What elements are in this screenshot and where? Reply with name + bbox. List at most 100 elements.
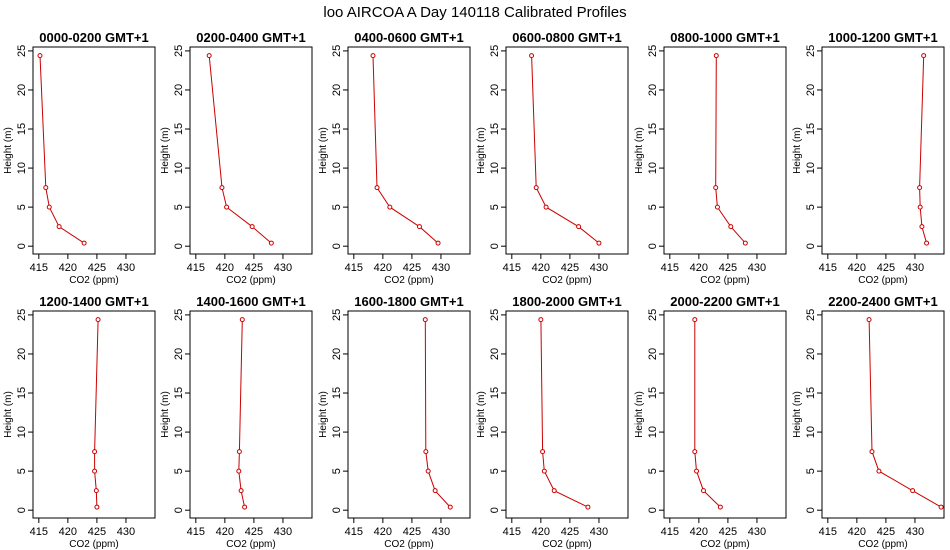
- profile-line: [372, 55, 439, 244]
- y-tick-label: 20: [805, 84, 817, 96]
- y-tick-label: 15: [805, 123, 817, 135]
- data-point: [43, 185, 49, 191]
- panel-10: 1800-2000 GMT+1 415 420 425 430 0 5 10 15 20 25 CO2…: [476, 294, 629, 550]
- y-tick-label: 15: [173, 387, 185, 399]
- y-tick-label: 5: [16, 468, 28, 474]
- x-tick-label: 430: [748, 526, 766, 538]
- panel-title: 1400-1600 GMT+1: [196, 294, 305, 309]
- data-point: [46, 204, 52, 210]
- data-point: [917, 204, 923, 210]
- data-point: [701, 488, 707, 494]
- y-tick-label: 0: [647, 243, 659, 249]
- figure-title: loo AIRCOA A Day 140118 Calibrated Profi…: [323, 4, 626, 21]
- x-axis-label: CO2 (ppm): [542, 275, 591, 286]
- y-tick-label: 20: [489, 348, 501, 360]
- data-point: [93, 488, 99, 494]
- y-tick-label: 5: [173, 204, 185, 210]
- y-tick-label: 10: [331, 162, 343, 174]
- profile-line: [208, 55, 272, 244]
- y-tick-label: 0: [331, 243, 343, 249]
- y-tick-label: 20: [331, 348, 343, 360]
- y-tick-label: 20: [489, 84, 501, 96]
- y-tick-label: 10: [16, 426, 28, 438]
- data-point: [585, 504, 591, 510]
- y-tick-label: 0: [16, 243, 28, 249]
- profile-line: [39, 55, 85, 244]
- y-tick-label: 25: [489, 45, 501, 57]
- plot-frame: [189, 46, 313, 255]
- data-point: [692, 449, 698, 455]
- x-tick-label: 415: [345, 526, 363, 538]
- profile-line: [868, 319, 942, 508]
- x-tick-label: 430: [274, 526, 292, 538]
- x-axis-label: CO2 (ppm): [700, 275, 749, 286]
- y-tick-label: 20: [16, 348, 28, 360]
- panel-title: 1800-2000 GMT+1: [512, 294, 621, 309]
- x-axis-label: CO2 (ppm): [858, 275, 907, 286]
- y-tick-label: 25: [805, 45, 817, 57]
- data-point: [236, 449, 242, 455]
- panel-grid: 0000-0200 GMT+1 415 420 425 430 0 5 10 15 20 25 CO2…: [3, 30, 945, 550]
- x-tick-label: 420: [216, 526, 234, 538]
- x-tick-label: 420: [59, 262, 77, 274]
- y-tick-label: 15: [16, 123, 28, 135]
- data-point: [866, 317, 872, 323]
- data-point: [919, 224, 925, 230]
- y-tick-label: 25: [489, 309, 501, 321]
- y-tick-label: 15: [647, 387, 659, 399]
- data-point: [416, 224, 422, 230]
- y-tick-label: 5: [647, 204, 659, 210]
- data-point: [423, 449, 429, 455]
- x-tick-label: 415: [30, 262, 48, 274]
- data-point: [924, 240, 930, 246]
- data-point: [596, 240, 602, 246]
- profile-line: [531, 55, 600, 244]
- data-point: [529, 53, 535, 59]
- x-tick-label: 425: [561, 526, 579, 538]
- plot-frame: [189, 310, 313, 519]
- data-point: [543, 204, 549, 210]
- y-tick-label: 15: [647, 123, 659, 135]
- data-point: [249, 224, 255, 230]
- x-axis-label: CO2 (ppm): [69, 539, 118, 550]
- profile-line: [238, 319, 246, 508]
- x-axis-label: CO2 (ppm): [69, 275, 118, 286]
- data-point: [37, 53, 43, 59]
- data-point: [713, 185, 719, 191]
- data-point: [713, 53, 719, 59]
- x-axis-label: CO2 (ppm): [226, 275, 275, 286]
- x-tick-label: 415: [503, 526, 521, 538]
- x-axis-label: CO2 (ppm): [542, 539, 591, 550]
- x-tick-label: 430: [590, 526, 608, 538]
- y-axis-label: Height (m): [160, 391, 171, 438]
- x-tick-label: 420: [532, 262, 550, 274]
- plot-frame: [663, 46, 787, 255]
- data-point: [238, 488, 244, 494]
- x-axis-label: CO2 (ppm): [858, 539, 907, 550]
- y-tick-label: 15: [489, 123, 501, 135]
- y-tick-label: 25: [16, 309, 28, 321]
- data-point: [370, 53, 376, 59]
- y-tick-label: 10: [805, 426, 817, 438]
- data-point: [714, 204, 720, 210]
- data-point: [869, 449, 875, 455]
- plot-frame: [32, 310, 156, 519]
- y-tick-label: 25: [331, 309, 343, 321]
- y-tick-label: 20: [16, 84, 28, 96]
- plot-frame: [505, 310, 629, 519]
- x-axis-label: CO2 (ppm): [226, 539, 275, 550]
- panel-3: 0400-0600 GMT+1 415 420 425 430 0 5 10 15 20 25 CO2…: [318, 30, 471, 286]
- y-tick-label: 25: [647, 309, 659, 321]
- panel-title: 1200-1400 GMT+1: [39, 294, 148, 309]
- panel-6: 1000-1200 GMT+1 415 420 425 430 0 5 10 15 20 25 CO2…: [792, 30, 945, 286]
- x-tick-label: 425: [245, 262, 263, 274]
- data-point: [876, 468, 882, 474]
- data-point: [239, 317, 245, 323]
- x-tick-label: 420: [374, 262, 392, 274]
- data-point: [268, 240, 274, 246]
- x-tick-label: 420: [532, 526, 550, 538]
- y-tick-label: 10: [647, 426, 659, 438]
- data-point: [921, 53, 927, 59]
- data-point: [435, 240, 441, 246]
- plot-frame: [32, 46, 156, 255]
